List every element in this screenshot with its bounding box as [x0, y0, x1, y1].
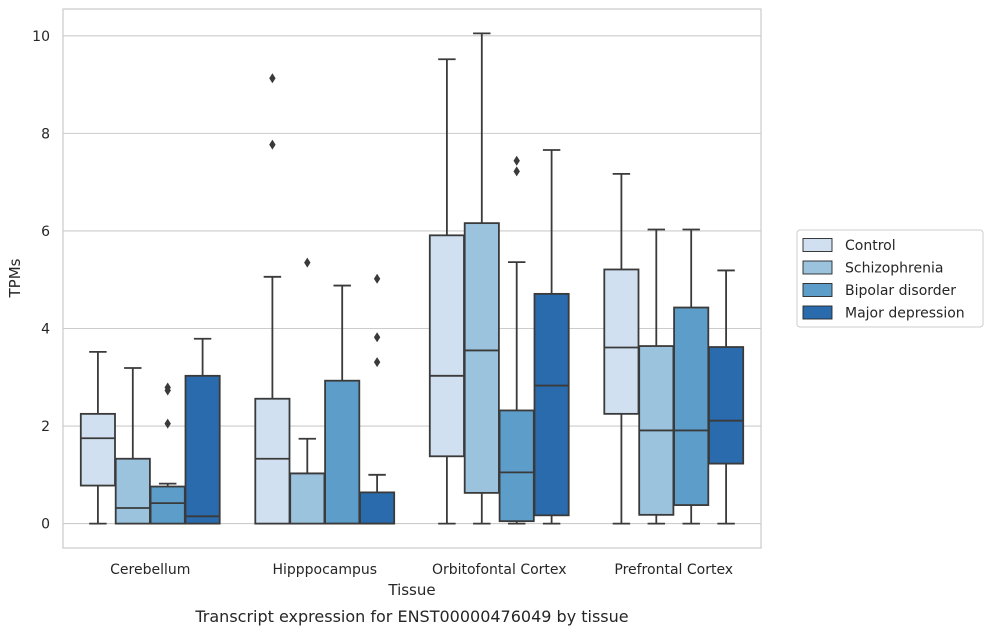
box-body: [324, 379, 361, 525]
legend-label: Bipolar disorder: [845, 283, 956, 299]
box-schizophrenia: [638, 228, 675, 525]
box-body: [603, 268, 640, 415]
box-schizophrenia: [289, 257, 326, 525]
box-bipolar-disorder: [498, 155, 535, 525]
outlier-point: [373, 357, 381, 368]
outlier-point: [373, 332, 381, 343]
box-control: [428, 58, 465, 525]
box-body: [498, 409, 535, 523]
legend-frame: [796, 229, 984, 328]
box-control: [254, 73, 291, 525]
plot-area-frame: [62, 8, 762, 549]
y-tick-label: 0: [41, 517, 50, 533]
box-schizophrenia: [463, 32, 500, 525]
outlier-point: [164, 418, 171, 429]
y-axis-label: TPMs: [6, 258, 24, 298]
outlier-point: [513, 166, 520, 177]
y-tick-label: 6: [41, 224, 50, 240]
box-bipolar-disorder: [149, 382, 186, 525]
legend-swatch: [802, 283, 833, 297]
box-major-depression: [359, 273, 396, 525]
box-body: [149, 485, 186, 525]
box-major-depression: [708, 269, 745, 525]
legend-swatch: [802, 305, 833, 320]
outlier-point: [304, 257, 311, 268]
legend-label: Major depression: [845, 306, 965, 322]
gridlines: [63, 35, 761, 525]
x-tick-label: Orbitofontal Cortex: [432, 562, 567, 578]
box-control: [79, 351, 116, 525]
box-body: [254, 397, 291, 525]
legend: Control Schizophrenia Bipolar disorder Majo…: [796, 229, 984, 328]
outlier-point: [269, 139, 276, 150]
outlier-point: [373, 273, 381, 284]
x-tick-label: Hipppocampus: [272, 562, 377, 578]
box-body: [533, 292, 570, 517]
box-major-depression: [533, 149, 570, 525]
box-body: [114, 457, 151, 525]
legend-swatch: [802, 260, 833, 275]
box-major-depression: [184, 337, 221, 525]
legend-label: Control: [845, 238, 896, 254]
y-tick-label: 4: [41, 321, 50, 337]
outlier-point: [269, 73, 276, 84]
box-control: [603, 172, 640, 525]
box-body: [79, 412, 116, 487]
legend-swatch: [802, 238, 833, 252]
box-body: [673, 306, 710, 506]
box-body: [463, 222, 500, 494]
outlier-point: [513, 155, 520, 166]
box-body: [708, 346, 745, 465]
y-tick-label: 8: [41, 126, 50, 142]
box-body: [184, 374, 221, 525]
box-bipolar-disorder: [673, 228, 710, 525]
chart-caption: Transcript expression for ENST0000047604…: [194, 607, 628, 626]
y-tick-label: 2: [41, 419, 50, 435]
outlier-point: [164, 382, 171, 393]
box-bipolar-disorder: [324, 284, 361, 525]
x-axis-ticks: Cerebellum Hipppocampus Orbitofontal Corte…: [110, 562, 733, 578]
box-body: [359, 491, 396, 525]
x-axis-label: Tissue: [387, 581, 435, 599]
box-groups: [79, 32, 745, 525]
y-tick-label: 10: [32, 29, 50, 45]
x-tick-label: Cerebellum: [110, 562, 190, 578]
box-schizophrenia: [114, 367, 151, 525]
box-body: [289, 472, 326, 525]
x-tick-label: Prefrontal Cortex: [614, 562, 733, 578]
legend-label: Schizophrenia: [845, 261, 943, 277]
y-axis-ticks: 0 2 4 6 8 10: [32, 29, 50, 533]
box-body: [428, 234, 465, 458]
